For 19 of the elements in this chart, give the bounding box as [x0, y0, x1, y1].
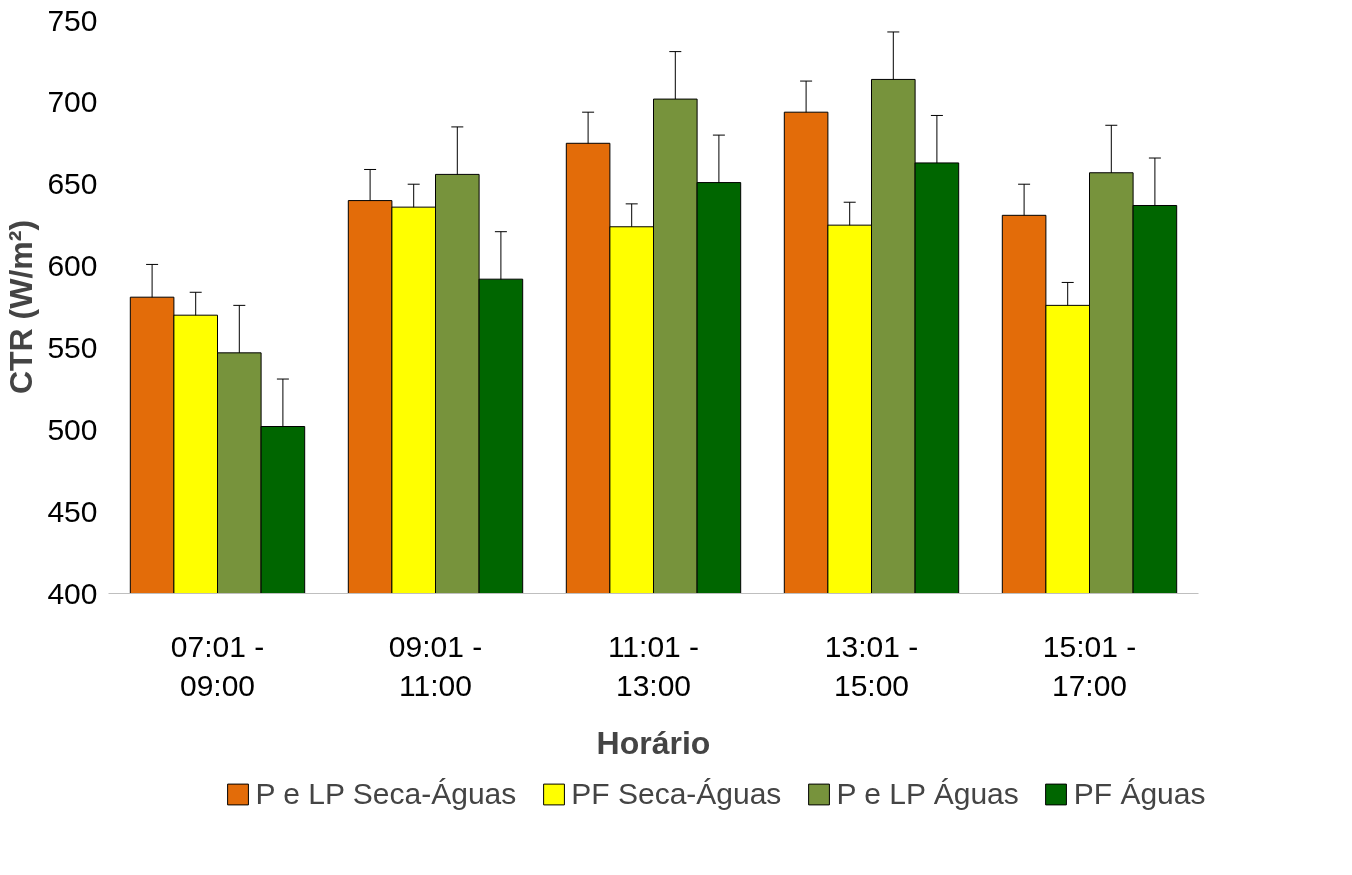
legend-label: P e LP Águas — [836, 777, 1019, 811]
y-tick-label: 500 — [47, 412, 98, 446]
legend-label: PF Águas — [1073, 777, 1206, 811]
y-tick-label: 600 — [47, 249, 98, 283]
x-axis-title: Horário — [596, 725, 711, 762]
y-tick-label: 400 — [47, 576, 98, 610]
x-tick-label: 07:01 - 09:00 — [170, 629, 265, 703]
y-tick-label: 650 — [47, 167, 98, 201]
legend-label: P e LP Seca-Águas — [255, 777, 517, 811]
y-axis-title: CTR (W/m²) — [3, 219, 40, 395]
y-tick-label: 700 — [47, 85, 98, 119]
x-tick-label: 11:01 - 13:00 — [607, 629, 700, 703]
x-tick-label: 09:01 - 11:00 — [388, 629, 483, 703]
y-tick-label: 550 — [47, 330, 98, 364]
y-tick-label: 750 — [47, 3, 98, 37]
legend-label: PF Seca-Águas — [571, 777, 782, 811]
y-tick-label: 450 — [47, 494, 98, 528]
x-tick-label: 13:01 - 15:00 — [824, 629, 919, 703]
x-tick-label: 15:01 - 17:00 — [1042, 629, 1137, 703]
